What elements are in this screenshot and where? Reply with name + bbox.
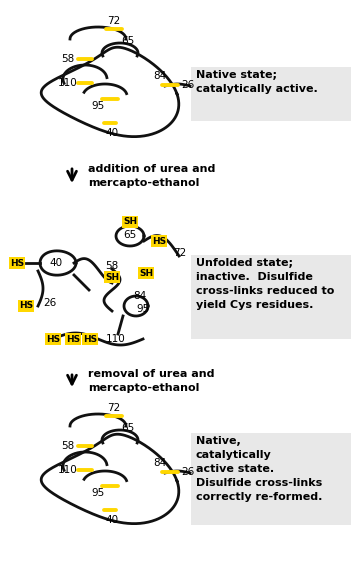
Text: 95: 95 bbox=[91, 488, 105, 498]
Text: HS: HS bbox=[10, 258, 24, 267]
FancyBboxPatch shape bbox=[191, 433, 351, 525]
Text: 65: 65 bbox=[121, 36, 135, 46]
Text: Native state;
catalytically active.: Native state; catalytically active. bbox=[196, 70, 318, 94]
Text: 110: 110 bbox=[106, 334, 126, 344]
FancyBboxPatch shape bbox=[191, 67, 351, 121]
Text: 72: 72 bbox=[108, 16, 121, 26]
Text: 95: 95 bbox=[136, 304, 150, 314]
Text: 72: 72 bbox=[173, 248, 187, 258]
Text: 58: 58 bbox=[61, 54, 75, 64]
Text: 95: 95 bbox=[91, 101, 105, 111]
Text: HS: HS bbox=[19, 302, 33, 311]
Text: SH: SH bbox=[123, 217, 137, 227]
Text: Native,
catalytically
active state.
Disulfide cross-links
correctly re-formed.: Native, catalytically active state. Disu… bbox=[196, 436, 323, 502]
Text: SH: SH bbox=[139, 268, 153, 278]
Text: Unfolded state;
inactive.  Disulfide
cross-links reduced to
yield Cys residues.: Unfolded state; inactive. Disulfide cros… bbox=[196, 258, 334, 310]
Text: HS: HS bbox=[152, 237, 166, 246]
Text: 58: 58 bbox=[61, 441, 75, 451]
Text: 65: 65 bbox=[124, 230, 137, 240]
Text: 58: 58 bbox=[105, 261, 119, 271]
FancyBboxPatch shape bbox=[191, 255, 351, 339]
Text: HS: HS bbox=[66, 335, 80, 343]
Text: HS: HS bbox=[83, 335, 97, 343]
Text: addition of urea and
mercapto-ethanol: addition of urea and mercapto-ethanol bbox=[88, 164, 215, 188]
Text: 40: 40 bbox=[49, 258, 63, 268]
Text: 110: 110 bbox=[58, 78, 78, 88]
Text: 84: 84 bbox=[153, 458, 167, 468]
Text: 40: 40 bbox=[105, 128, 119, 138]
Text: SH: SH bbox=[105, 272, 119, 281]
Text: HS: HS bbox=[46, 335, 60, 343]
Text: 65: 65 bbox=[121, 423, 135, 433]
Text: 84: 84 bbox=[153, 71, 167, 81]
Text: removal of urea and
mercapto-ethanol: removal of urea and mercapto-ethanol bbox=[88, 369, 215, 393]
Text: 40: 40 bbox=[105, 515, 119, 525]
Text: 26: 26 bbox=[181, 467, 195, 477]
Text: 72: 72 bbox=[108, 403, 121, 413]
Text: 110: 110 bbox=[58, 465, 78, 475]
Text: 26: 26 bbox=[43, 298, 57, 308]
Text: 84: 84 bbox=[134, 291, 147, 301]
Text: 26: 26 bbox=[181, 80, 195, 90]
